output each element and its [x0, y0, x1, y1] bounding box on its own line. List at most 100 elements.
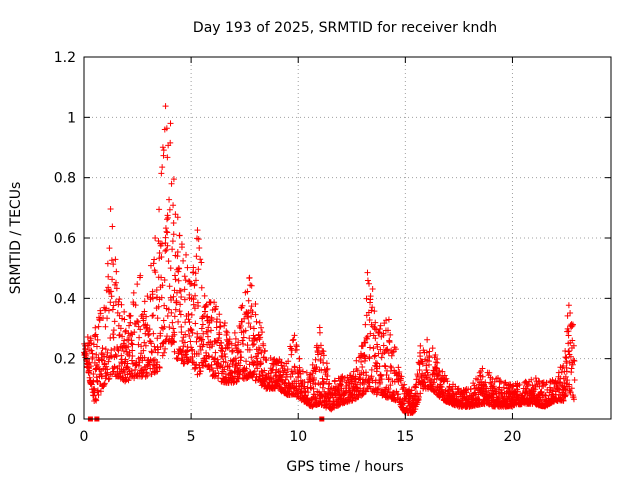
data-point — [141, 308, 148, 315]
data-point — [172, 276, 179, 283]
data-point — [217, 319, 224, 326]
data-point — [382, 363, 389, 370]
data-point — [277, 381, 284, 388]
chart-tick-labels: 0 0.2 0.4 0.6 0.8 1 1.2 0 5 10 15 20 — [54, 50, 522, 445]
data-point — [558, 382, 565, 389]
data-point — [165, 214, 172, 221]
data-point — [386, 339, 393, 346]
data-point — [216, 331, 223, 338]
data-point — [254, 358, 261, 365]
data-point — [479, 365, 486, 372]
data-point — [357, 375, 364, 382]
data-point — [198, 325, 205, 332]
data-point — [359, 343, 366, 350]
data-point — [359, 391, 366, 398]
data-point — [316, 329, 323, 336]
data-point — [528, 376, 535, 383]
data-point — [166, 196, 173, 203]
data-point — [366, 280, 373, 287]
data-point — [109, 223, 116, 230]
data-point — [158, 253, 165, 260]
data-point — [105, 358, 112, 365]
data-point — [372, 319, 379, 326]
data-point — [174, 355, 181, 362]
data-point — [127, 319, 134, 326]
data-point — [243, 358, 250, 365]
x-tick-label: 5 — [187, 429, 196, 445]
data-point — [345, 377, 352, 384]
data-point — [166, 206, 173, 213]
data-point — [119, 333, 126, 340]
data-point — [443, 375, 450, 382]
data-point — [193, 338, 200, 345]
data-point — [263, 373, 270, 380]
data-point — [377, 322, 384, 329]
data-point — [244, 288, 251, 295]
data-point — [181, 286, 188, 293]
data-point — [336, 401, 343, 408]
data-point — [166, 283, 173, 290]
data-point — [105, 307, 112, 314]
data-point — [265, 370, 272, 377]
data-point — [105, 273, 112, 280]
data-point — [185, 316, 192, 323]
data-point — [253, 355, 260, 362]
data-point — [106, 245, 113, 252]
data-point — [232, 342, 239, 349]
data-point — [93, 397, 100, 404]
data-point — [237, 322, 244, 329]
data-point — [129, 347, 136, 354]
data-point — [229, 347, 236, 354]
data-point — [212, 369, 219, 376]
data-point — [395, 364, 402, 371]
data-point — [324, 373, 331, 380]
data-point — [377, 373, 384, 380]
data-point — [188, 280, 195, 287]
data-point — [367, 344, 373, 351]
data-point — [144, 372, 151, 379]
data-point — [223, 336, 230, 343]
chart-points — [81, 103, 578, 422]
data-point — [309, 361, 316, 368]
data-point — [417, 390, 424, 397]
data-point — [102, 346, 109, 353]
data-point — [156, 364, 163, 371]
data-point — [258, 324, 265, 331]
data-point — [549, 388, 556, 395]
data-point — [569, 337, 576, 344]
data-point — [303, 369, 310, 376]
data-point — [164, 333, 171, 340]
data-point — [323, 366, 330, 373]
data-point — [94, 387, 101, 394]
data-point — [205, 324, 212, 331]
data-point — [288, 351, 295, 358]
data-point — [110, 327, 117, 334]
data-point — [151, 256, 158, 263]
data-point — [380, 342, 387, 349]
data-point — [201, 292, 208, 299]
data-point — [567, 389, 574, 396]
data-point — [278, 359, 285, 366]
data-point — [202, 302, 209, 309]
chart-title: Day 193 of 2025, SRMTID for receiver knd… — [193, 20, 497, 36]
data-point — [262, 347, 269, 354]
data-point — [97, 310, 104, 317]
data-point — [226, 344, 233, 351]
data-point — [113, 353, 120, 360]
data-point — [221, 320, 228, 327]
data-point — [180, 343, 187, 350]
data-point — [168, 180, 175, 187]
data-point — [221, 322, 228, 329]
data-point — [209, 341, 216, 348]
data-point — [93, 343, 100, 350]
data-point — [182, 277, 189, 284]
data-point — [175, 277, 182, 284]
data-point — [177, 311, 184, 318]
data-point — [183, 251, 190, 258]
data-point — [184, 264, 191, 271]
data-point — [317, 356, 324, 363]
data-point — [104, 315, 111, 322]
data-point — [107, 299, 114, 306]
data-point — [320, 359, 327, 366]
data-point — [203, 301, 210, 308]
